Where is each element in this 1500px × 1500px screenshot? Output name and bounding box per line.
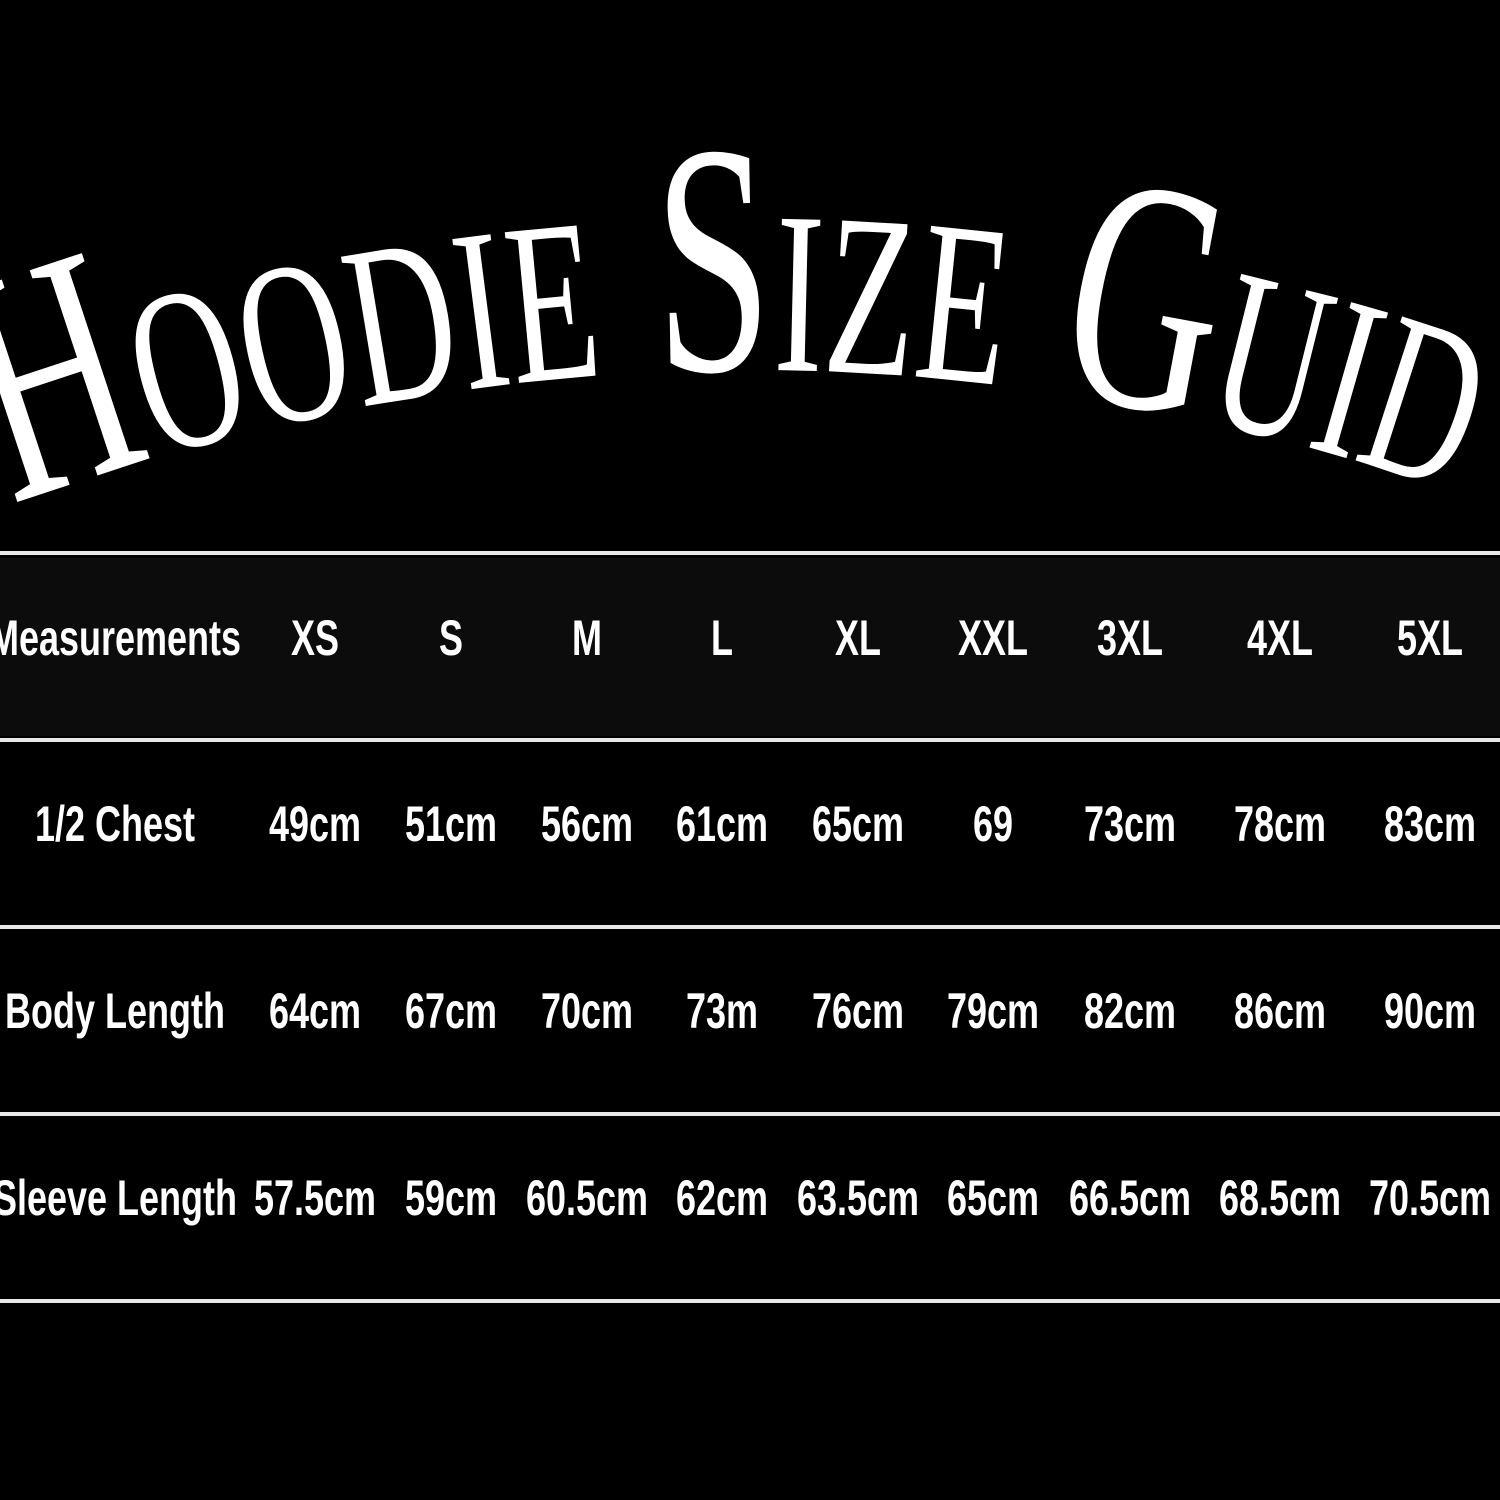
row-label-cell: Sleeve Length — [0, 1172, 237, 1227]
measurement-value: 70.5cm — [1369, 1172, 1491, 1227]
measurement-value: 66.5cm — [1069, 1172, 1191, 1227]
size-label-cell: 4XL — [1247, 612, 1313, 667]
table: Measurements XS S M L XL XXL 3XL 4XL 5XL 1/2 Chest… — [0, 612, 1491, 1227]
measurement-value-cell: 70cm — [541, 985, 633, 1040]
measurement-value-cell: 62cm — [676, 1172, 768, 1227]
size-label-cell: S — [439, 612, 463, 667]
size-label-cell: 3XL — [1097, 612, 1163, 667]
measurement-value: 90cm — [1384, 985, 1476, 1040]
size-label-cell: 5XL — [1397, 612, 1463, 667]
measurement-value: 63.5cm — [797, 1172, 919, 1227]
measurement-value: 82cm — [1084, 985, 1176, 1040]
measurement-value: 64cm — [269, 985, 361, 1040]
measurement-value-cell: 86cm — [1234, 985, 1326, 1040]
measurement-value-cell: 65cm — [947, 1172, 1039, 1227]
measurement-value-cell: 73cm — [1084, 798, 1176, 853]
measurement-value: 78cm — [1234, 798, 1326, 853]
row-label: Body Length — [5, 985, 225, 1040]
measurement-value-cell: 70.5cm — [1369, 1172, 1491, 1227]
measurement-value: 67cm — [405, 985, 497, 1040]
measurement-value-cell: 51cm — [405, 798, 497, 853]
measurement-value: 70cm — [541, 985, 633, 1040]
measurement-value: 65cm — [812, 798, 904, 853]
measurement-value: 62cm — [676, 1172, 768, 1227]
size-label-cell: XXL — [958, 612, 1028, 667]
measurement-value-cell: 56cm — [541, 798, 633, 853]
measurement-value: 68.5cm — [1219, 1172, 1341, 1227]
measurement-value: 65cm — [947, 1172, 1039, 1227]
measurement-value-cell: 64cm — [269, 985, 361, 1040]
measurement-value: 79cm — [947, 985, 1039, 1040]
measurement-value-cell: 59cm — [405, 1172, 497, 1227]
measurement-value-cell: 79cm — [947, 985, 1039, 1040]
measurement-value: 76cm — [812, 985, 904, 1040]
measurement-value: 60.5cm — [526, 1172, 648, 1227]
size-label: L — [711, 612, 733, 667]
measurement-value: 49cm — [269, 798, 361, 853]
measurement-value: 73m — [686, 985, 758, 1040]
measurement-value-cell: 65cm — [812, 798, 904, 853]
size-label: M — [572, 612, 602, 667]
size-label: XXL — [958, 612, 1028, 667]
measurement-value: 86cm — [1234, 985, 1326, 1040]
header-label-cell: Measurements — [0, 612, 241, 667]
measurement-value: 51cm — [405, 798, 497, 853]
size-label-cell: XS — [291, 612, 339, 667]
row-label: Sleeve Length — [0, 1172, 237, 1227]
measurement-value-cell: 60.5cm — [526, 1172, 648, 1227]
measurement-value-cell: 69 — [973, 798, 1013, 853]
header-band — [0, 558, 1500, 736]
measurement-value-cell: 83cm — [1384, 798, 1476, 853]
measurement-value-cell: 67cm — [405, 985, 497, 1040]
size-label: 3XL — [1097, 612, 1163, 667]
header-label: Measurements — [0, 612, 241, 667]
size-label: XS — [291, 612, 339, 667]
measurement-value-cell: 76cm — [812, 985, 904, 1040]
measurement-value-cell: 90cm — [1384, 985, 1476, 1040]
measurement-value-cell: 49cm — [269, 798, 361, 853]
measurement-value-cell: 61cm — [676, 798, 768, 853]
size-label-cell: XL — [835, 612, 881, 667]
measurement-value-cell: 73m — [686, 985, 758, 1040]
row-label-cell: 1/2 Chest — [35, 798, 195, 853]
size-label-cell: L — [711, 612, 733, 667]
measurement-value-cell: 78cm — [1234, 798, 1326, 853]
measurement-value: 69 — [973, 798, 1013, 853]
measurement-value: 57.5cm — [254, 1172, 376, 1227]
row-label-cell: Body Length — [5, 985, 225, 1040]
row-lines — [0, 551, 1500, 1303]
size-label: S — [439, 612, 463, 667]
size-label-cell: M — [572, 612, 602, 667]
measurement-value-cell: 82cm — [1084, 985, 1176, 1040]
measurement-value-cell: 63.5cm — [797, 1172, 919, 1227]
row-label: 1/2 Chest — [35, 798, 195, 853]
measurement-value-cell: 66.5cm — [1069, 1172, 1191, 1227]
measurement-value-cell: 57.5cm — [254, 1172, 376, 1227]
measurement-value: 56cm — [541, 798, 633, 853]
measurement-value: 83cm — [1384, 798, 1476, 853]
size-label: XL — [835, 612, 881, 667]
measurement-value-cell: 68.5cm — [1219, 1172, 1341, 1227]
size-label: 4XL — [1247, 612, 1313, 667]
measurement-value: 59cm — [405, 1172, 497, 1227]
size-label: 5XL — [1397, 612, 1463, 667]
measurement-value: 61cm — [676, 798, 768, 853]
measurement-value: 73cm — [1084, 798, 1176, 853]
